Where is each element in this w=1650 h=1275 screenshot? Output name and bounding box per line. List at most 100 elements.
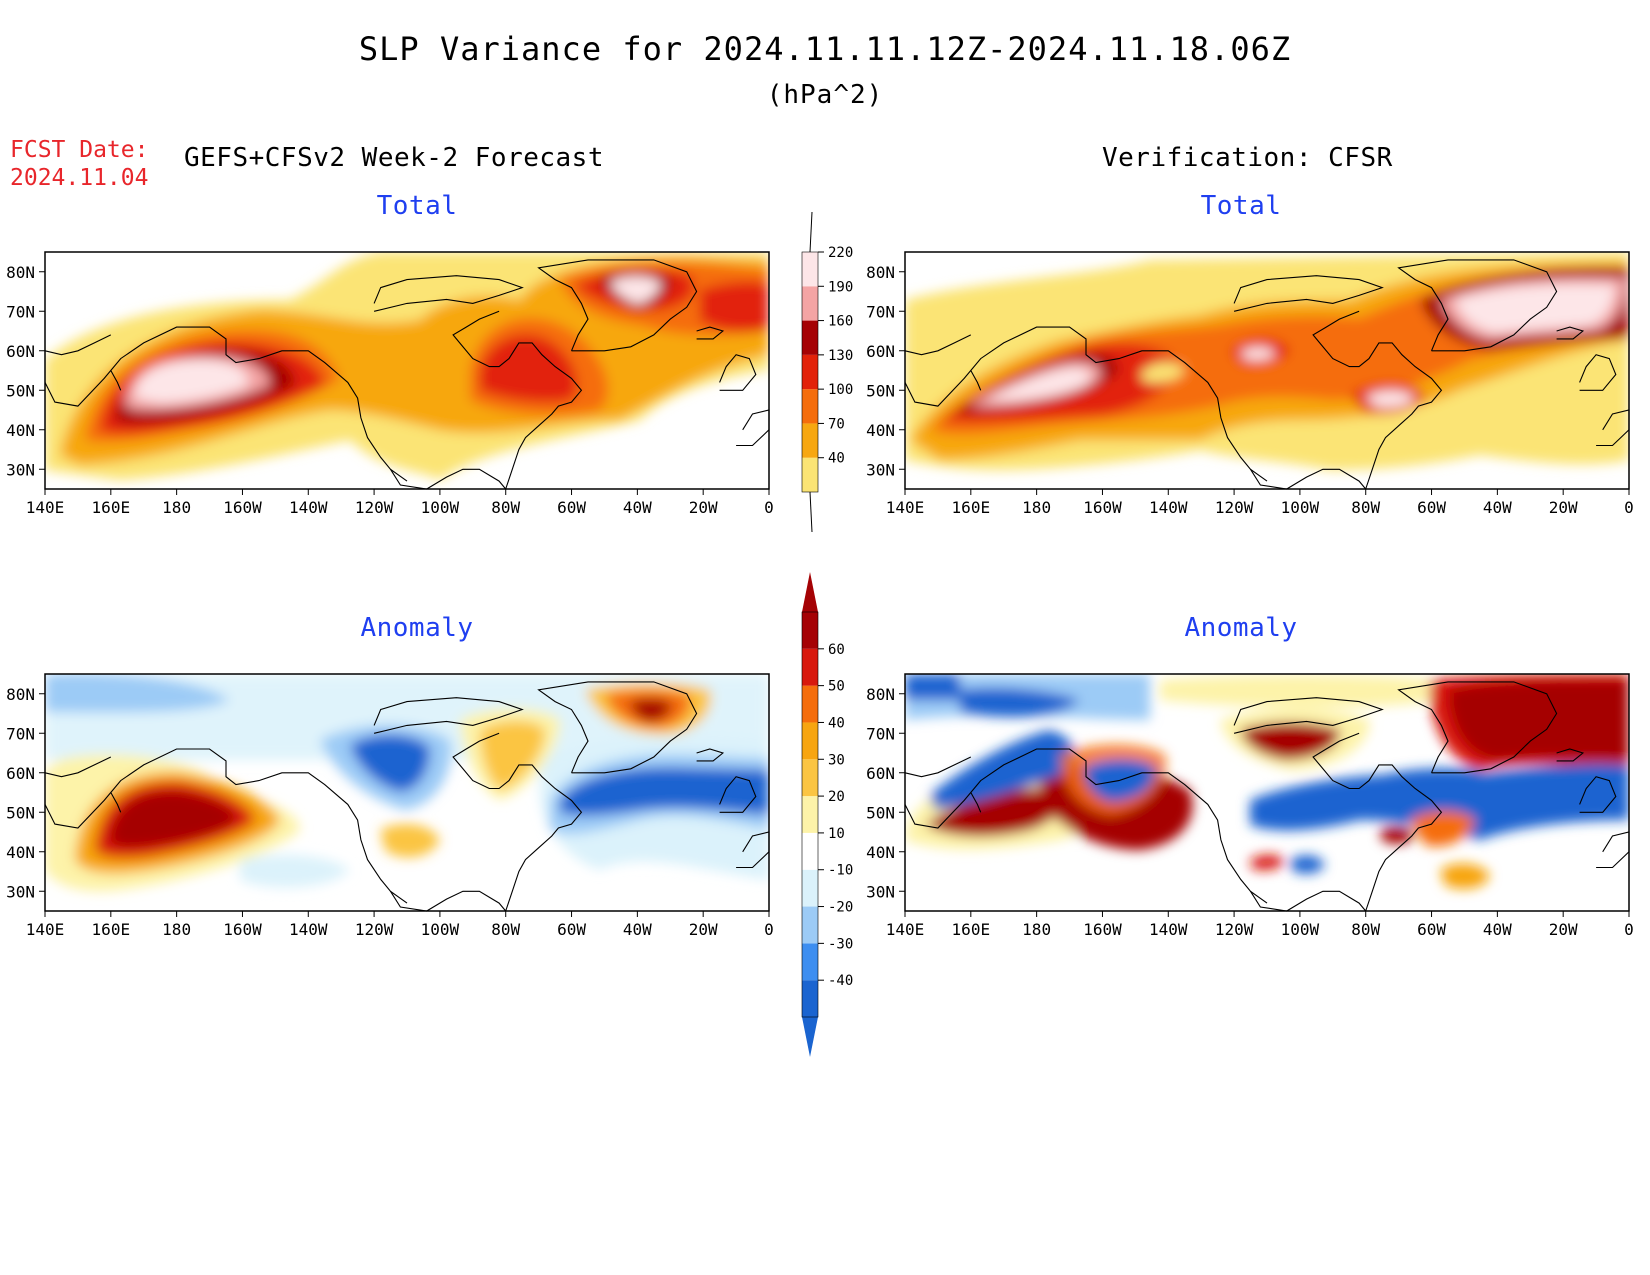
verification-total-lon-label: 40W <box>1483 498 1512 517</box>
forecast-anomaly-lon-label: 160E <box>92 920 131 939</box>
verification-anomaly-lon-label: 140E <box>886 920 925 939</box>
forecast-total-lat-label: 80N <box>6 263 35 282</box>
verification-anomaly-map <box>905 674 1629 889</box>
verification-total-coastline <box>904 326 1268 482</box>
verification-anomaly-lon-label: 100W <box>1281 920 1320 939</box>
verification-total-lon-label: 180 <box>1022 498 1051 517</box>
anomaly-colorbar-level-label: 40 <box>828 715 845 731</box>
verification-total-lat-label: 30N <box>866 460 895 479</box>
forecast-anomaly-coastline <box>390 890 507 912</box>
total-colorbar-level-label: 220 <box>828 245 853 261</box>
total-colorbar-level-label: 70 <box>828 416 845 432</box>
verification-anomaly-lat-label: 30N <box>866 882 895 901</box>
forecast-total-coastline <box>110 370 122 391</box>
total-colorbar: 40 70 100 130 160 190 220 <box>801 211 853 533</box>
verification-anomaly-lon-label: 20W <box>1549 920 1578 939</box>
anomaly-colorbar-segment <box>802 943 818 981</box>
anomaly-colorbar-segment <box>802 869 818 907</box>
verification-title: Verification: CFSR <box>1102 143 1393 173</box>
anomaly-colorbar-segment <box>802 612 818 649</box>
forecast-anomaly-title: Anomaly <box>360 613 474 643</box>
verification-anomaly-coastline <box>904 756 972 778</box>
forecast-total-coastline <box>537 259 698 352</box>
anomaly-colorbar-segment <box>802 759 818 797</box>
verification-anomaly-coastline <box>1556 748 1585 762</box>
chart-title: SLP Variance for 2024.11.11.12Z-2024.11.… <box>358 30 1292 68</box>
total-colorbar-segment <box>802 423 818 458</box>
total-colorbar-level-label: 100 <box>828 382 853 398</box>
verification-anomaly-coastline <box>970 792 982 813</box>
forecast-total-lat-label: 40N <box>6 421 35 440</box>
forecast-anomaly-lon-label: 0 <box>764 920 774 939</box>
verification-total-lon-label: 0 <box>1624 498 1634 517</box>
verification-total-lat-label: 70N <box>866 302 895 321</box>
forecast-total-lon-label: 140W <box>289 498 328 517</box>
verification-anomaly-lon-label: 60W <box>1417 920 1446 939</box>
forecast-anomaly-lon-label: 60W <box>557 920 586 939</box>
forecast-anomaly-lon-label: 140W <box>289 920 328 939</box>
forecast-total-title: Total <box>376 191 458 221</box>
verification-anomaly-lat-label: 50N <box>866 803 895 822</box>
anomaly-colorbar-level-label: 60 <box>828 642 845 658</box>
forecast-total-coastline <box>44 326 408 482</box>
total-colorbar-segment <box>802 252 818 287</box>
total-colorbar-segment <box>802 286 818 321</box>
verification-total-lon-label: 160W <box>1083 498 1122 517</box>
forecast-total-coastline <box>696 326 725 340</box>
units-label: (hPa^2) <box>766 80 884 110</box>
verification-anomaly-lat-label: 80N <box>866 685 895 704</box>
forecast-anomaly-lat-label: 60N <box>6 764 35 783</box>
verification-total-coastline <box>1233 275 1384 312</box>
forecast-total-coastline <box>719 354 757 391</box>
forecast-total-lon-label: 140E <box>26 498 65 517</box>
verification-anomaly-title: Anomaly <box>1184 613 1298 643</box>
forecast-date: FCST Date: 2024.11.04 <box>10 136 148 192</box>
anomaly-colorbar-segment <box>802 685 818 723</box>
forecast-anomaly-lon-label: 120W <box>355 920 394 939</box>
forecast-anomaly-lat-label: 30N <box>6 882 35 901</box>
verification-anomaly-frame <box>904 673 1630 912</box>
anomaly-colorbar-level-label: 50 <box>828 679 845 695</box>
anomaly-colorbar-segment <box>802 722 818 760</box>
forecast-total-lon-label: 0 <box>764 498 774 517</box>
anomaly-colorbar-level-label: -20 <box>828 900 853 916</box>
anomaly-colorbar-segment <box>802 980 818 1017</box>
forecast-anomaly-lon-label: 100W <box>421 920 460 939</box>
anomaly-colorbar-level-label: -10 <box>828 863 853 879</box>
verification-total-lat-label: 60N <box>866 342 895 361</box>
forecast-anomaly-coastline <box>44 756 112 778</box>
verification-total-lat-label: 50N <box>866 381 895 400</box>
verification-anomaly-lat-label: 40N <box>866 843 895 862</box>
verification-anomaly-lon-label: 0 <box>1624 920 1634 939</box>
total-colorbar-level-label: 160 <box>828 314 853 330</box>
verification-total-lon-label: 160E <box>952 498 991 517</box>
verification-total-coastline <box>970 370 982 391</box>
anomaly-colorbar-level-label: -40 <box>828 973 853 989</box>
forecast-total-coastline <box>736 409 770 447</box>
forecast-anomaly-lon-label: 140E <box>26 920 65 939</box>
forecast-anomaly-map <box>45 674 769 892</box>
forecast-total-lat-label: 50N <box>6 381 35 400</box>
verification-anomaly-coastline <box>1397 681 1558 774</box>
forecast-total-coastline <box>373 275 524 312</box>
anomaly-colorbar-segment <box>802 832 818 870</box>
verification-total-lon-label: 100W <box>1281 498 1320 517</box>
forecast-total-coastline <box>44 334 112 356</box>
forecast-total-lat-label: 60N <box>6 342 35 361</box>
verification-anomaly-coastline <box>1312 732 1443 912</box>
verification-anomaly-coastline <box>1250 890 1367 912</box>
forecast-anomaly-coastline <box>719 776 757 813</box>
forecast-anomaly-lon-label: 180 <box>162 920 191 939</box>
verification-total-frame <box>904 251 1630 490</box>
forecast-anomaly-coastline <box>537 681 698 774</box>
forecast-total-lon-label: 180 <box>162 498 191 517</box>
forecast-anomaly-lat-label: 40N <box>6 843 35 862</box>
forecast-total-lon-label: 80W <box>491 498 520 517</box>
forecast-total-frame <box>44 251 770 490</box>
forecast-anomaly-frame <box>44 673 770 912</box>
verification-anomaly-lon-label: 40W <box>1483 920 1512 939</box>
forecast-total-lon-label: 60W <box>557 498 586 517</box>
verification-anomaly-lon-label: 120W <box>1215 920 1254 939</box>
forecast-anomaly-coastline <box>110 792 122 813</box>
